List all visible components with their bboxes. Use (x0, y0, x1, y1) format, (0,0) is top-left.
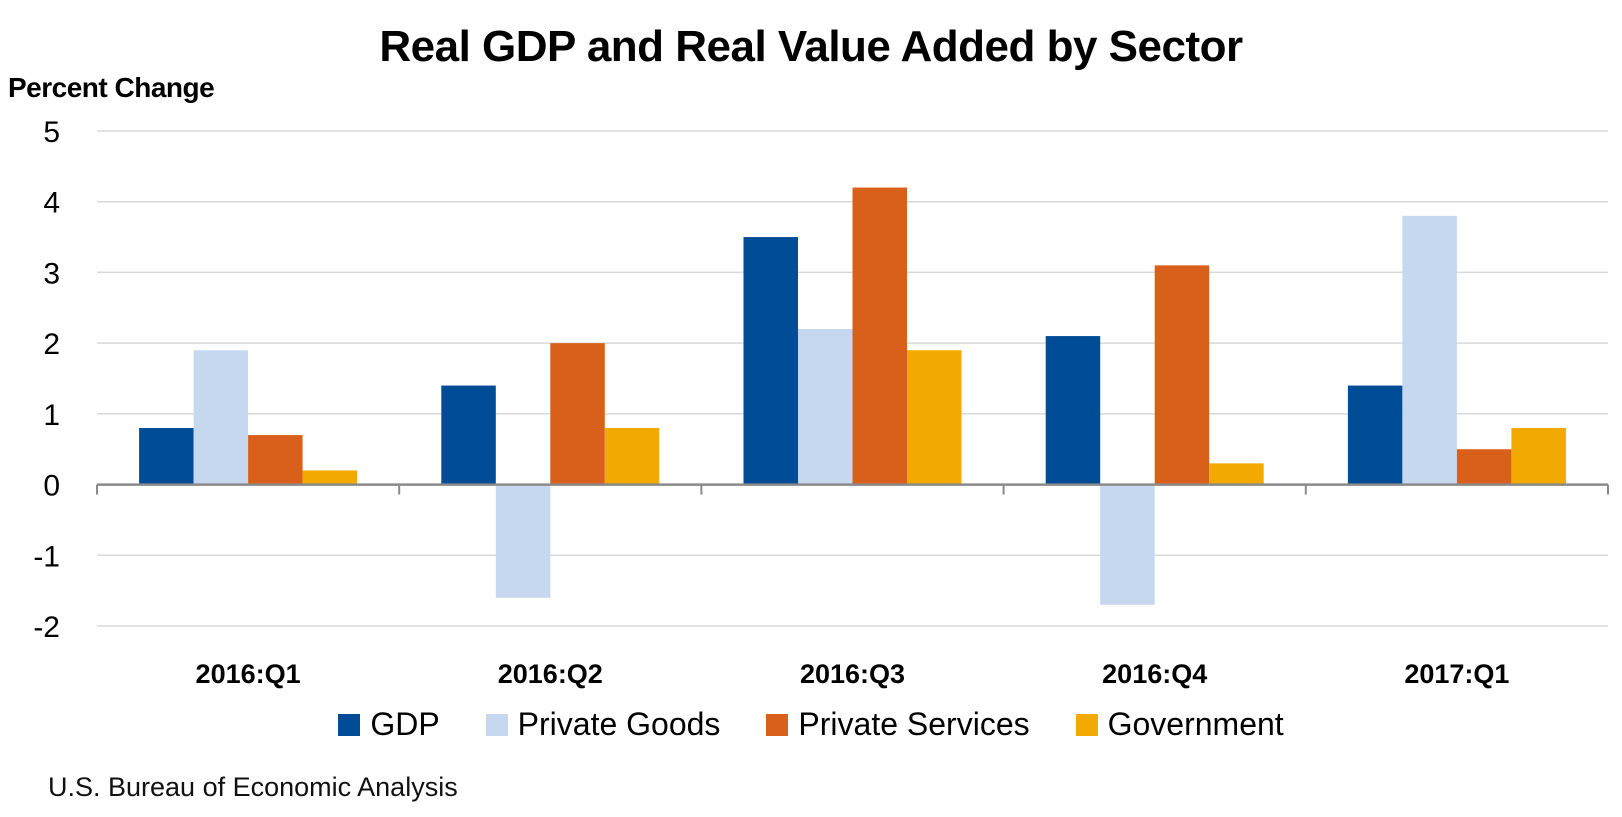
y-tick-label: 1 (43, 399, 60, 432)
bar-gdp-2017-q1 (1347, 385, 1403, 485)
y-tick-label: -1 (33, 540, 60, 573)
x-category-label: 2017:Q1 (1404, 659, 1509, 689)
legend-item: Government (1075, 706, 1284, 743)
bar-private-services-2016-q4 (1154, 265, 1210, 485)
bar-gdp-2016-q4 (1045, 336, 1101, 485)
x-category-label: 2016:Q4 (1102, 659, 1207, 689)
x-category-label: 2016:Q2 (498, 659, 603, 689)
bar-government-2016-q2 (604, 428, 660, 485)
legend-swatch (766, 713, 789, 736)
x-category-label: 2016:Q1 (196, 659, 301, 689)
bar-gdp-2016-q3 (743, 237, 798, 485)
legend-label: Private Services (798, 706, 1030, 742)
bar-gdp-2016-q2 (441, 385, 496, 485)
y-tick-label: 2 (43, 328, 60, 361)
y-axis-label: Percent Change (8, 72, 215, 103)
legend-label: Private Goods (517, 706, 721, 742)
bar-gdp-2016-q1 (139, 428, 194, 485)
bar-private-goods-2017-q1 (1402, 215, 1457, 485)
bar-government-2016-q4 (1209, 463, 1264, 485)
x-axis-categories: 2016:Q1 2016:Q2 2016:Q3 2016:Q4 2017:Q1 (196, 659, 1510, 689)
y-tick-label: 5 (43, 116, 60, 149)
legend-item: Private Goods (485, 706, 721, 743)
bar-private-goods-2016-q1 (193, 350, 249, 485)
bar-private-services-2016-q2 (550, 343, 605, 485)
legend: GDP Private Goods Private Services Governme… (0, 706, 1622, 743)
legend-swatch (338, 713, 361, 736)
bars (139, 187, 1566, 605)
y-tick-label: -2 (33, 611, 60, 644)
legend-swatch (485, 713, 508, 736)
legend-label: Government (1107, 706, 1284, 742)
bar-government-2016-q3 (907, 350, 962, 485)
bar-private-services-2016-q3 (852, 187, 907, 485)
bar-government-2017-q1 (1511, 428, 1566, 485)
legend-item: Private Services (766, 706, 1030, 743)
y-axis-ticks: 5 4 3 2 1 0 -1 -2 (33, 116, 60, 644)
chart-title: Real GDP and Real Value Added by Sector (379, 22, 1243, 71)
x-axis (96, 483, 1609, 495)
bar-private-goods-2016-q2 (495, 484, 551, 598)
bar-private-goods-2016-q4 (1100, 484, 1155, 605)
source-note: U.S. Bureau of Economic Analysis (48, 772, 458, 802)
y-tick-label: 0 (43, 470, 60, 503)
legend-label: GDP (370, 706, 440, 742)
bar-private-services-2016-q1 (248, 435, 303, 485)
x-category-label: 2016:Q3 (800, 659, 905, 689)
y-tick-label: 4 (43, 187, 60, 220)
bar-private-goods-2016-q3 (798, 329, 853, 485)
bar-private-services-2017-q1 (1456, 449, 1512, 485)
legend-swatch (1075, 713, 1098, 736)
legend-item: GDP (338, 706, 440, 743)
y-tick-label: 3 (43, 257, 60, 290)
bar-government-2016-q1 (302, 470, 358, 485)
